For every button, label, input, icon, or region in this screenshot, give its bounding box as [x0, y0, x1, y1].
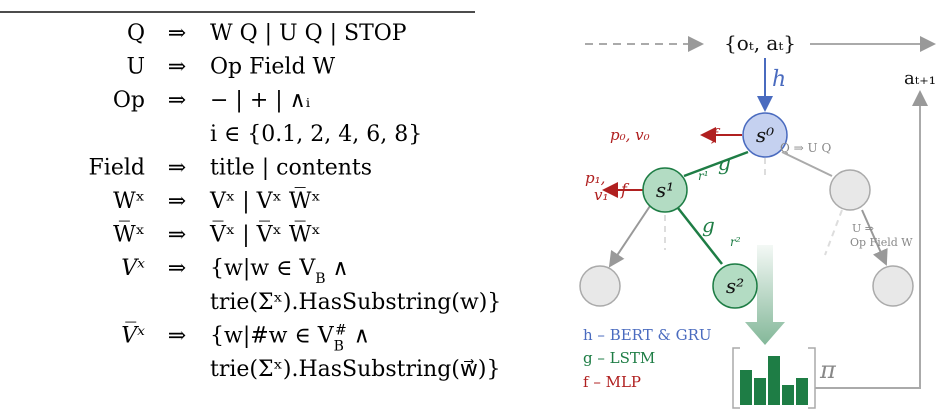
rule-arrow: ⇒: [168, 189, 186, 214]
rhs-part: ∧: [326, 256, 349, 281]
g-label: g: [718, 151, 731, 175]
policy-histogram: [732, 347, 816, 409]
rule-arrow: ⇒: [168, 256, 186, 281]
rule-lhs: Wˣ: [113, 189, 145, 214]
node: [829, 169, 871, 211]
policy-arrow: [745, 245, 785, 345]
node-label: s²: [726, 274, 744, 298]
rule-label: Q ⇒ U Q: [780, 141, 831, 155]
rule-lhs: Field: [89, 155, 145, 180]
rule-rhs: trie(Σˣ).HasSubstring(w⃗)}: [210, 357, 500, 382]
rule-arrow: ⇒: [168, 223, 186, 248]
output-label: p₀, v₀: [610, 126, 650, 144]
tree-diagram: {oₜ, aₜ} aₜ₊₁ h f p₀, v₀ s⁰ g r¹ s¹ f p₁…: [579, 31, 936, 409]
g-label: g: [702, 213, 715, 237]
rule-rhs: i ∈ {0.1, 2, 4, 6, 8}: [210, 122, 422, 147]
rule-arrow: ⇒: [168, 55, 186, 80]
rule-lhs: U: [126, 55, 145, 80]
node: [579, 265, 621, 307]
rule-arrow: ⇒: [168, 88, 186, 113]
pi-label: π: [819, 356, 837, 384]
edge: [861, 209, 888, 266]
rhs-part: B: [315, 271, 325, 287]
h-label: h: [772, 67, 786, 92]
rule-rhs: trie(Σˣ).HasSubstring(w)}: [210, 290, 501, 315]
edge: [608, 205, 651, 268]
rule-rhs: {w|#w ∈ VB# ∧: [210, 322, 370, 354]
rule-rhs: Op Field W: [210, 55, 336, 80]
node-s2: [712, 263, 758, 309]
rule-rhs: V̅ˣ | V̅ˣ W̅ˣ: [209, 221, 321, 248]
output-label: v₁: [594, 186, 609, 204]
rule-rhs: Vˣ | Vˣ W̅ˣ: [209, 187, 321, 214]
rule-arrow: ⇒: [168, 21, 186, 46]
legend-entry: h – BERT & GRU: [583, 326, 712, 344]
edge: [781, 151, 833, 177]
rule-arrow: ⇒: [168, 155, 186, 180]
rule-lhs: Op: [113, 88, 145, 113]
rule-rhs: {w|w ∈ VB ∧: [210, 256, 349, 287]
node-label: s¹: [656, 178, 674, 202]
dashed-edge: [824, 209, 843, 256]
rule-arrow: ⇒: [168, 323, 186, 348]
node-label: s⁰: [756, 123, 774, 147]
rhs-part: {w|#w ∈ V: [210, 323, 335, 348]
rule-lhs: V̅ˣ: [121, 321, 145, 348]
rule-lhs: Vˣ: [121, 256, 145, 281]
legend-entry: g – LSTM: [583, 349, 655, 367]
legend-entry: f – MLP: [583, 373, 641, 391]
node-s0: [742, 112, 788, 158]
g-edge: [677, 207, 723, 265]
output-label: p₁,: [585, 169, 605, 187]
rhs-part: B: [334, 338, 344, 354]
rule-rhs: − | + | ∧ᵢ: [210, 88, 311, 113]
node: [872, 265, 914, 307]
f-label: f: [711, 125, 721, 144]
reward-label: r¹: [698, 169, 709, 183]
next-action: aₜ₊₁: [904, 68, 936, 89]
node-s1: [642, 167, 688, 213]
f-label: f: [620, 180, 630, 199]
rule-label: Op Field W: [850, 236, 913, 249]
observation: {oₜ, aₜ}: [724, 31, 796, 55]
rule-lhs: W̅ˣ: [113, 221, 145, 248]
rhs-part: ∧: [347, 323, 370, 348]
rule-rhs: title | contents: [210, 155, 372, 180]
rule-rhs: W Q | U Q | STOP: [210, 21, 407, 46]
grammar-table: Q ⇒ W Q | U Q | STOP U ⇒ Op Field W Op ⇒ − | + |…: [0, 11, 501, 382]
reward-label: r²: [730, 235, 741, 249]
g-edge: [683, 150, 749, 178]
rule-label: U ⇒: [852, 222, 874, 235]
rhs-part: #: [335, 322, 347, 338]
rule-lhs: Q: [127, 21, 145, 46]
rhs-part: {w|w ∈ V: [210, 256, 316, 281]
action-arrow: [815, 90, 928, 389]
